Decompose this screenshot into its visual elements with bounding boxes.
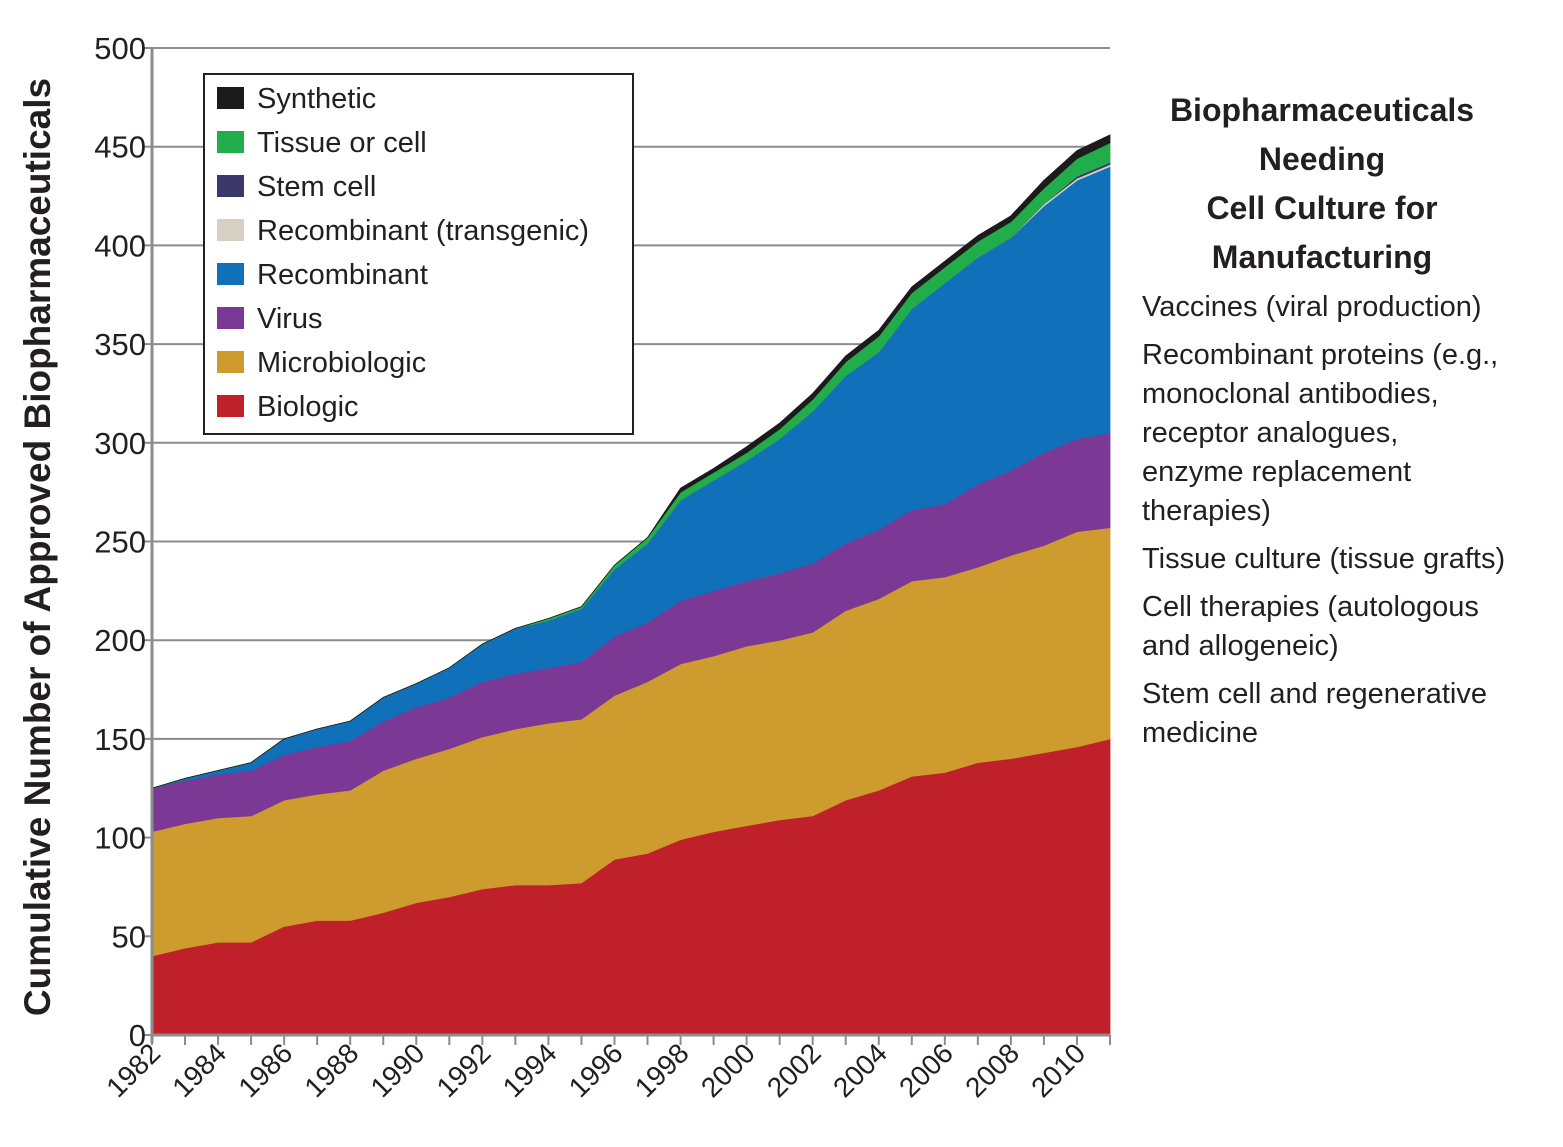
y-tick-label: 400 (94, 228, 146, 263)
x-tick-label: 1988 (298, 1037, 364, 1103)
y-tick-labels: 0 50 100 150 200 250 300 350 400 450 500 (94, 31, 146, 1053)
side-list-item: Recombinant proteins (e.g., monoclonal an… (1142, 336, 1552, 531)
legend-swatch-recombinant-transgenic (217, 219, 244, 241)
x-tick-label: 2000 (695, 1037, 761, 1103)
legend-swatch-biologic (217, 395, 244, 417)
legend-label-biologic: Biologic (257, 391, 359, 423)
legend-label-recombinant-transgenic: Recombinant (transgenic) (257, 215, 589, 247)
side-title-line: Needing (1258, 141, 1386, 177)
side-list-item: Vaccines (viral production) (1142, 288, 1552, 327)
side-list-item-line: Stem cell and regenerative (1142, 678, 1487, 710)
legend-swatch-tissue-or-cell (217, 131, 244, 153)
side-title-line: Biopharmaceuticals (1169, 92, 1475, 128)
x-tick-labels: 1982 1984 1986 1988 1990 1992 1994 1996 1998 2000… (100, 1037, 1091, 1103)
x-tick-label: 2004 (827, 1037, 893, 1103)
y-tick-label: 250 (94, 525, 146, 560)
y-tick-label: 300 (94, 426, 146, 461)
area-series (151, 134, 1111, 1036)
x-tick-label: 1990 (365, 1037, 431, 1103)
x-tick-label: 2002 (761, 1037, 827, 1103)
side-list-item-line: receptor analogues, (1142, 417, 1399, 449)
x-tick-label: 1996 (563, 1037, 629, 1103)
area-synthetic (151, 134, 1111, 789)
legend-swatch-microbiologic (217, 351, 244, 373)
legend-swatch-synthetic (217, 87, 244, 109)
side-list-item: Stem cell and regenerative medicine (1142, 675, 1552, 753)
legend: Synthetic Tissue or cell Stem cell Recombin… (203, 73, 634, 435)
x-tick-label: 2010 (1025, 1037, 1091, 1103)
side-list-item: Tissue culture (tissue grafts) (1142, 540, 1552, 579)
y-tick-label: 450 (94, 130, 146, 165)
side-title-line: Cell Culture for (1206, 190, 1438, 226)
y-tick-label: 50 (112, 919, 146, 954)
x-tick-label: 1994 (497, 1037, 563, 1103)
y-tick-label: 0 (129, 1018, 146, 1053)
x-tick-label: 1986 (232, 1037, 298, 1103)
side-panel-title: Biopharmaceuticals Needing Cell Culture fo… (1137, 86, 1507, 282)
side-list-item-line: and allogeneic) (1142, 630, 1339, 662)
side-list-item-line: Tissue culture (tissue grafts) (1142, 543, 1506, 575)
side-list-item-line: medicine (1142, 717, 1259, 749)
legend-label-virus: Virus (257, 303, 323, 335)
x-tick-label: 2008 (959, 1037, 1025, 1103)
legend-swatch-recombinant (217, 263, 244, 285)
x-tick-label: 1984 (166, 1037, 232, 1103)
side-list-item-line: monoclonal antibodies, (1142, 378, 1439, 410)
side-list-item: Cell therapies (autologous and allogeneic… (1142, 588, 1552, 666)
legend-label-microbiologic: Microbiologic (257, 347, 426, 379)
legend-swatch-virus (217, 307, 244, 329)
side-list-item-line: therapies) (1142, 495, 1271, 527)
legend-box (203, 73, 634, 435)
side-panel-list: Vaccines (viral production) Recombinant p… (1142, 288, 1552, 753)
legend-label-recombinant: Recombinant (257, 259, 428, 291)
y-tick-label: 200 (94, 623, 146, 658)
side-list-item-line: Cell therapies (autologous (1142, 591, 1479, 623)
side-list-item-line: Vaccines (viral production) (1142, 291, 1482, 323)
legend-label-tissue-or-cell: Tissue or cell (257, 127, 427, 159)
legend-label-synthetic: Synthetic (257, 83, 376, 115)
y-tick-label: 350 (94, 327, 146, 362)
x-tick-label: 1982 (100, 1037, 166, 1103)
side-title-line: Manufacturing (1211, 239, 1433, 275)
x-tick-label: 1998 (629, 1037, 695, 1103)
y-tick-label: 100 (94, 821, 146, 856)
y-tick-label: 500 (94, 31, 146, 66)
side-list-item-line: enzyme replacement (1142, 456, 1412, 488)
legend-label-stem-cell: Stem cell (257, 171, 376, 203)
legend-swatch-stem-cell (217, 175, 244, 197)
x-tick-label: 2006 (893, 1037, 959, 1103)
x-tick-label: 1992 (431, 1037, 497, 1103)
y-tick-label: 150 (94, 722, 146, 757)
y-axis-label: Cumulative Number of Approved Biopharmac… (17, 78, 58, 1016)
axes (142, 47, 1111, 1045)
side-list-item-line: Recombinant proteins (e.g., (1142, 339, 1499, 371)
side-panel: Biopharmaceuticals Needing Cell Culture fo… (1142, 86, 1552, 762)
